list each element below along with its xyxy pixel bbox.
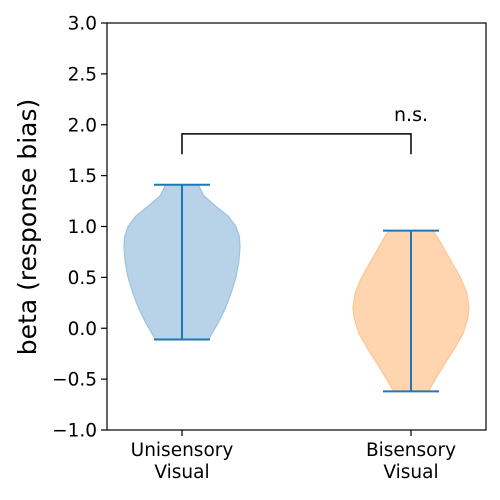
x-tick-label-line2: Visual — [383, 462, 438, 483]
y-tick-label: 0.0 — [68, 319, 97, 340]
significance-label: n.s. — [394, 104, 428, 126]
y-tick-label: −1.0 — [52, 421, 97, 442]
y-tick-label: 3.0 — [68, 14, 97, 35]
y-tick-label: 1.5 — [68, 166, 97, 187]
y-tick-label: 0.5 — [68, 268, 97, 289]
violin-layer — [123, 183, 470, 393]
x-tick-label-line1: Bisensory — [366, 440, 456, 461]
y-axis-label: beta (response bias) — [13, 99, 42, 355]
significance-bracket: n.s. — [181, 104, 428, 155]
y-tick-label: −0.5 — [52, 370, 97, 391]
x-tick-label-line2: Visual — [154, 462, 209, 483]
bracket-line — [181, 133, 412, 155]
y-tick-label: 2.0 — [68, 115, 97, 136]
y-tick-label: 1.0 — [68, 217, 97, 238]
x-tick-label-line1: Unisensory — [131, 440, 234, 461]
y-axis: −1.0 −0.5 0.0 0.5 1.0 1.5 2.0 2.5 3.0 — [52, 14, 107, 442]
y-tick-label: 2.5 — [68, 64, 97, 85]
